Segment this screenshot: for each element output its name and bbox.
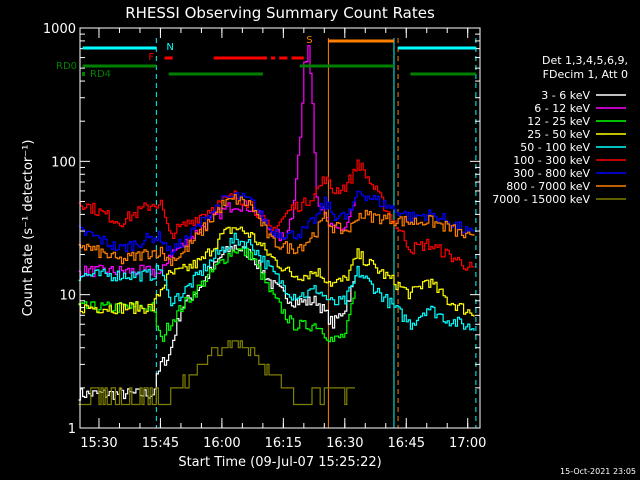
flag-label: RD4 [90,69,111,80]
chart-title: RHESSI Observing Summary Count Rates [125,4,435,22]
y-tick-label: 1000 [43,22,76,37]
series-line [78,194,475,266]
x-tick-label: 16:30 [326,436,363,451]
legend-label: 100 - 300 keV [513,154,590,167]
generation-timestamp: 15-Oct-2021 23:05 [560,467,636,476]
x-axis-ticks: 15:30 15:45 16:00 16:15 16:30 16:45 17:00 [80,28,486,451]
legend: Det 1,3,4,5,6,9, FDecim 1, Att 0 3 - 6 k… [492,54,628,206]
flag-label: RD0 [56,61,77,72]
legend-header-line-1: Det 1,3,4,5,6,9, [542,54,628,67]
legend-label: 300 - 800 keV [513,167,590,180]
plot-frame [79,27,481,429]
x-tick-label: 17:00 [449,436,486,451]
x-tick-label: 16:15 [265,436,302,451]
legend-label: 6 - 12 keV [534,102,590,115]
legend-label: 3 - 6 keV [541,89,590,102]
y-tick-label: 10 [59,289,76,304]
plot-area [78,38,477,428]
x-tick-label: 16:45 [388,436,425,451]
legend-label: 800 - 7000 keV [506,180,590,193]
y-axis-label: Count Rate (s⁻¹ detector⁻¹) [21,140,36,317]
flag-bars: N F S RD0 RD4 [56,35,476,80]
y-axis-ticks: 1 10 100 1000 [43,22,480,437]
y-tick-label: 1 [68,422,76,437]
flag-label: N [166,42,173,53]
series-line [78,232,475,331]
flag-label: F [148,52,154,63]
flag-label: S [306,35,312,46]
legend-label: 25 - 50 keV [527,128,590,141]
rd4-marker [82,72,85,76]
y-tick-label: 100 [51,155,76,170]
x-tick-label: 15:30 [80,436,117,451]
legend-header-line-2: FDecim 1, Att 0 [543,68,628,81]
series-line [78,226,475,317]
legend-label: 12 - 25 keV [527,115,590,128]
series-line [78,340,355,406]
series-line [78,190,475,256]
series-line [78,244,356,401]
legend-label: 50 - 100 keV [520,141,590,154]
x-tick-label: 15:45 [142,436,179,451]
legend-label: 7000 - 15000 keV [492,193,590,206]
x-tick-label: 16:00 [203,436,240,451]
x-axis-label: Start Time (09-Jul-07 15:25:22) [178,455,381,470]
